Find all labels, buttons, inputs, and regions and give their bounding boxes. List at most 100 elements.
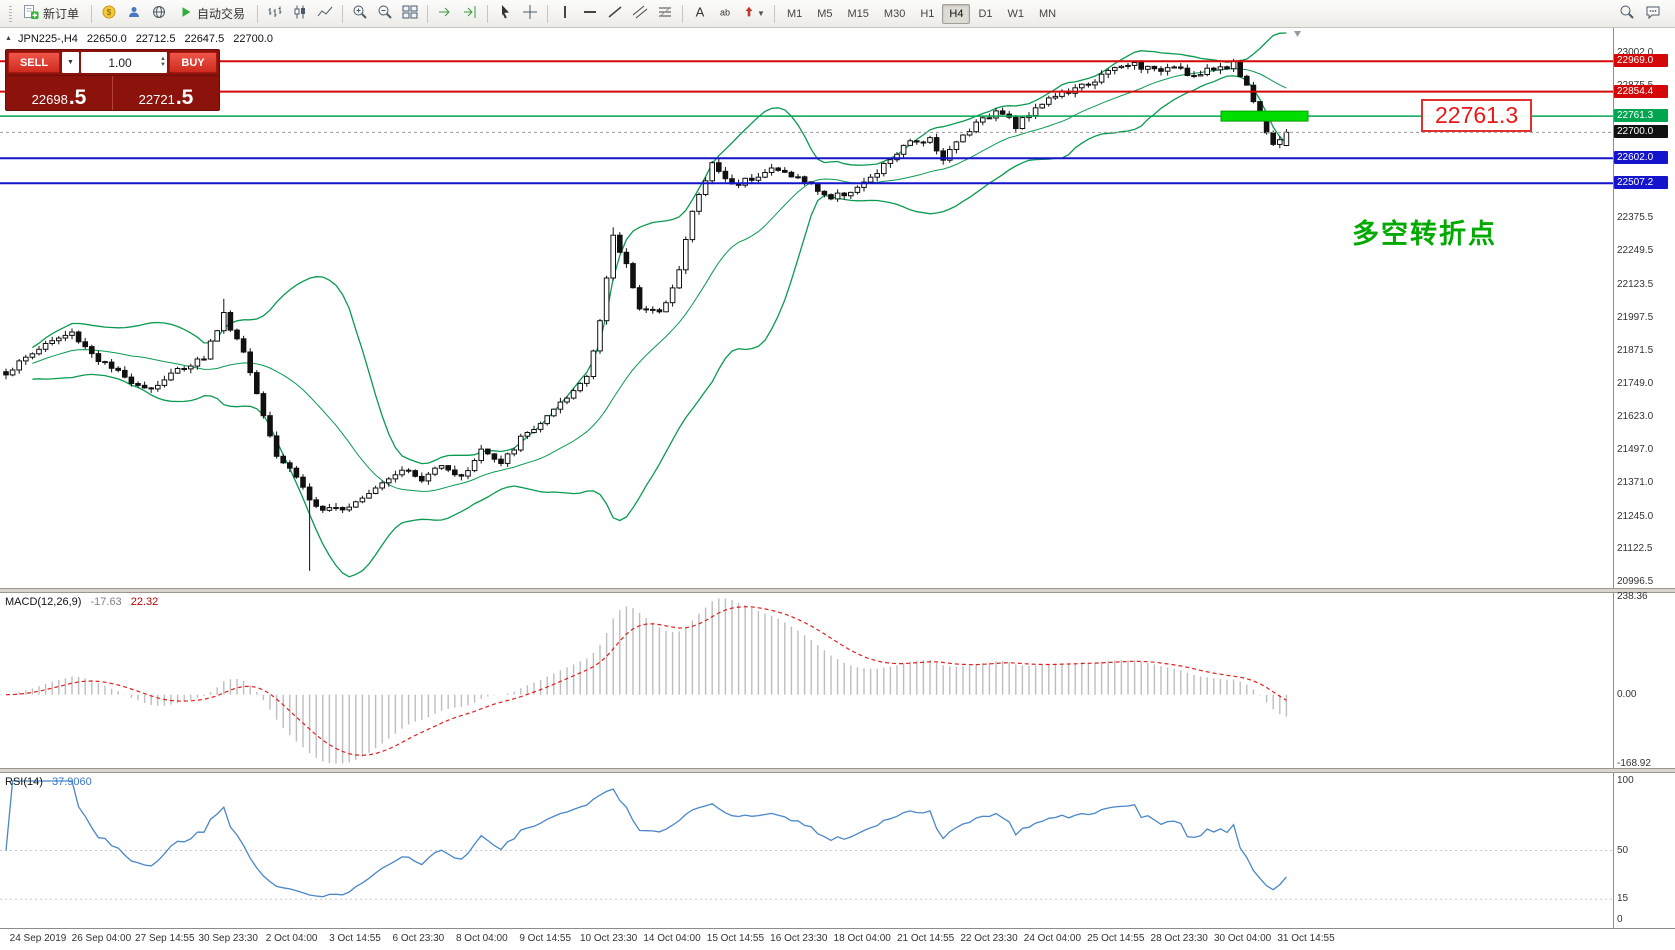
web-trading-button[interactable] xyxy=(147,3,171,25)
crosshair-button[interactable] xyxy=(518,3,542,25)
price-tick: 0 xyxy=(1617,914,1623,925)
timeframe-m30[interactable]: M30 xyxy=(883,7,906,20)
trendline-button[interactable] xyxy=(603,3,627,25)
macd-panel[interactable] xyxy=(0,593,1613,768)
channel-button[interactable] xyxy=(628,3,652,25)
text-button[interactable]: A xyxy=(688,3,712,25)
arrows-button[interactable]: ▼ xyxy=(738,3,769,25)
candle-chart-icon xyxy=(292,4,308,23)
panel-splitter-macd[interactable] xyxy=(0,588,1675,593)
new-order-label: 新订单 xyxy=(43,7,80,21)
timeframe-h4[interactable]: H4 xyxy=(942,3,971,24)
search-button[interactable] xyxy=(1615,3,1639,25)
ohlc-close: 22700.0 xyxy=(233,33,273,45)
price-tick: 23002.0 xyxy=(1617,47,1654,58)
label-button[interactable]: ab xyxy=(713,3,737,25)
line-chart-button[interactable] xyxy=(313,3,337,25)
time-label: 22 Oct 23:30 xyxy=(960,933,1018,944)
time-axis[interactable]: 24 Sep 2019 26 Sep 04:00 27 Sep 14:55 30 Se… xyxy=(0,928,1675,950)
price-tick: 20996.5 xyxy=(1617,576,1654,587)
volume-dropdown[interactable]: ▼ xyxy=(62,52,79,73)
timeframe-w1[interactable]: W1 xyxy=(1007,7,1025,20)
sell-price[interactable]: 22698 .5 xyxy=(6,76,112,110)
arrows-icon xyxy=(742,5,756,22)
algo-trading-icon xyxy=(179,5,193,22)
one-click-trading-panel: SELL ▼ ▲▼ BUY 22698 .5 22721 .5 xyxy=(5,49,220,111)
separator xyxy=(547,4,549,23)
zoom-in-button[interactable] xyxy=(348,3,372,25)
sell-price-frac: .5 xyxy=(68,86,87,110)
buy-price[interactable]: 22721 .5 xyxy=(112,76,219,110)
time-label: 28 Oct 23:30 xyxy=(1150,933,1208,944)
time-label: 8 Oct 04:00 xyxy=(455,933,508,944)
tile-windows-button[interactable] xyxy=(398,3,422,25)
time-label: 30 Oct 04:00 xyxy=(1213,933,1272,944)
fibonacci-button[interactable] xyxy=(653,3,677,25)
buy-price-frac: .5 xyxy=(175,86,194,110)
price-tag: 22761.3 xyxy=(1614,109,1668,122)
cursor-button[interactable] xyxy=(493,3,517,25)
new-order-icon xyxy=(23,4,39,23)
label-icon: ab xyxy=(717,4,733,23)
turning-point-annotation[interactable]: 多空转折点 xyxy=(1352,219,1497,249)
price-tick: 22249.5 xyxy=(1617,245,1654,256)
algo-trading-label: 自动交易 xyxy=(197,7,246,21)
rsi-label: RSI(14) 37.9060 xyxy=(5,776,92,788)
timeframe-d1[interactable]: D1 xyxy=(978,7,993,20)
rsi-plot[interactable] xyxy=(0,773,1613,928)
sell-button[interactable]: SELL xyxy=(8,52,60,73)
ohlc-open: 22650.0 xyxy=(86,33,127,45)
time-label: 2 Oct 04:00 xyxy=(265,933,318,944)
time-label: 18 Oct 04:00 xyxy=(833,933,891,944)
one-click-collapse-toggle[interactable]: ▲ xyxy=(5,35,12,42)
timeframe-m15[interactable]: M15 xyxy=(847,7,869,20)
price-tick: 21749.0 xyxy=(1617,378,1654,389)
autoscroll-button[interactable] xyxy=(433,3,457,25)
algo-trading-button[interactable]: 自动交易 xyxy=(172,3,252,25)
timeframe-h1[interactable]: H1 xyxy=(920,7,935,20)
time-label: 3 Oct 14:55 xyxy=(329,933,381,944)
macd-value-main: -17.63 xyxy=(90,596,122,608)
buy-button[interactable]: BUY xyxy=(169,52,217,73)
zoom-out-button[interactable] xyxy=(373,3,397,25)
rsi-panel[interactable] xyxy=(0,773,1613,928)
separator xyxy=(257,4,259,23)
channel-icon xyxy=(632,4,648,23)
main-chart-panel[interactable] xyxy=(0,28,1613,588)
macd-label: MACD(12,26,9) -17.63 22.32 xyxy=(5,596,158,608)
price-tag: 22969.0 xyxy=(1614,54,1668,67)
vertical-line-button[interactable] xyxy=(553,3,577,25)
chart-header: JPN225-,H4 22650.0 22712.5 22647.5 22700… xyxy=(18,33,273,45)
candlestick-plot[interactable] xyxy=(0,28,1613,588)
time-label: 21 Oct 14:55 xyxy=(896,933,955,944)
price-tick: 238.36 xyxy=(1617,591,1648,602)
panel-splitter-rsi[interactable] xyxy=(0,768,1675,773)
timeframe-m1[interactable]: M1 xyxy=(786,7,803,20)
price-tag: 22507.2 xyxy=(1614,176,1668,189)
bar-chart-button[interactable] xyxy=(263,3,287,25)
timeframe-mn[interactable]: MN xyxy=(1039,7,1057,20)
rsi-value: 37.9060 xyxy=(51,776,92,788)
price-tag: 22700.0 xyxy=(1614,125,1668,138)
level-price-callout[interactable]: 22761.3 xyxy=(1421,99,1533,132)
time-label: 24 Oct 04:00 xyxy=(1023,933,1082,944)
separator xyxy=(91,4,93,23)
volume-stepper[interactable]: ▲ ▼ xyxy=(160,53,166,72)
horizontal-line-button[interactable] xyxy=(578,3,602,25)
timeframe-m5[interactable]: M5 xyxy=(817,7,833,20)
price-tick: 100 xyxy=(1617,775,1634,786)
chevron-up-icon: ▲ xyxy=(160,56,166,63)
macd-plot[interactable] xyxy=(0,593,1613,768)
toolbar-grip[interactable] xyxy=(9,5,12,22)
profile-button[interactable] xyxy=(122,3,146,25)
candle-chart-button[interactable] xyxy=(288,3,312,25)
chat-button[interactable] xyxy=(1641,3,1665,25)
volume-input[interactable] xyxy=(81,54,167,71)
svg-text:ab: ab xyxy=(720,8,730,18)
autoscroll-icon xyxy=(437,4,453,23)
time-label: 16 Oct 23:30 xyxy=(770,933,828,944)
price-tick: 0.00 xyxy=(1617,689,1637,700)
chart-shift-button[interactable] xyxy=(458,3,482,25)
deposit-button[interactable]: $ xyxy=(97,3,121,25)
new-order-button[interactable]: 新订单 xyxy=(16,3,86,25)
